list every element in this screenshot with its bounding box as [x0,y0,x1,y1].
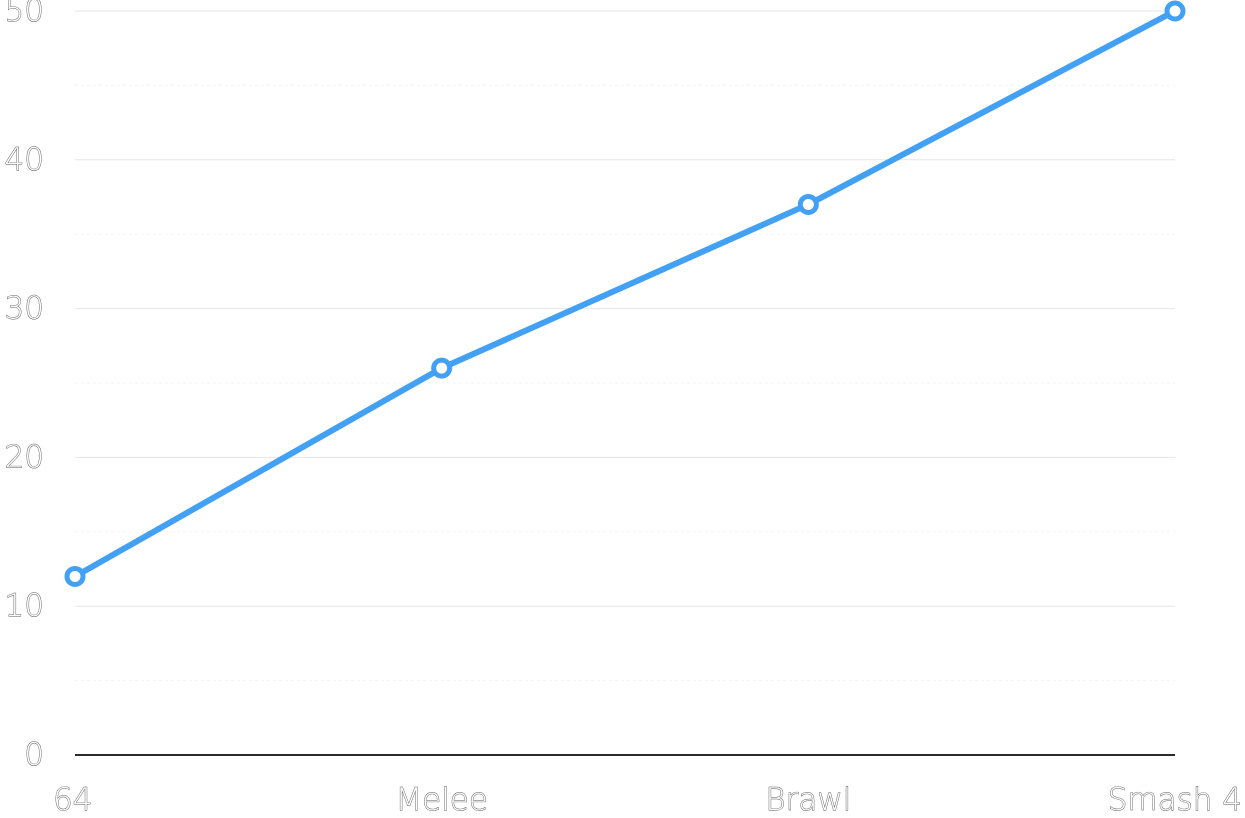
series-line [72,8,1178,580]
x-tick-label: 64 [53,782,92,818]
data-point [64,565,86,587]
x-tick-label: Melee [395,782,488,818]
y-tick-label: 10 [5,588,44,624]
series-layer [72,8,1178,580]
y-axis-tick-labels: 0 10 20 30 40 50 [4,0,44,773]
data-points [64,0,1186,587]
grid-lines [75,10,1175,682]
data-point [431,357,453,379]
y-tick-label: 40 [5,142,44,178]
x-tick-label: Brawl [765,782,851,818]
x-axis-tick-labels: 64 Melee Brawl Smash 4 [53,782,1243,818]
data-point [1164,0,1186,22]
x-tick-label: Smash 4 [1108,782,1242,818]
y-tick-label: 0 [24,737,44,773]
y-tick-label: 30 [5,291,44,327]
y-tick-label: 20 [5,439,44,475]
y-tick-label: 50 [5,0,44,29]
data-point [797,193,819,215]
